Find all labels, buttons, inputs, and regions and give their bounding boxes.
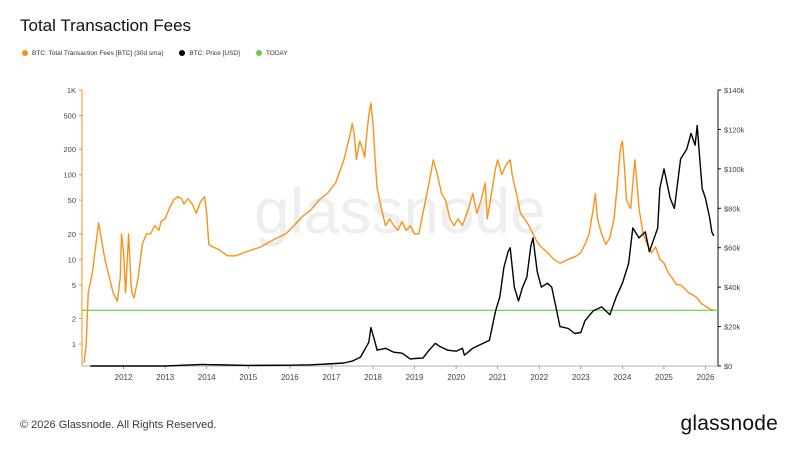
y-left-tick-label: 50 <box>68 196 76 205</box>
legend-label-price: BTC: Price [USD] <box>189 49 240 57</box>
y-left-tick-label: 200 <box>63 145 76 154</box>
glassnode-logo[interactable]: glassnode <box>680 412 778 435</box>
y-right-tick-label: $60k <box>724 244 741 253</box>
x-tick-label: 2012 <box>115 373 133 382</box>
chart-legend: BTC: Total Transaction Fees [BTC] (30d s… <box>22 47 288 59</box>
y-right-tick-label: $120k <box>724 125 745 134</box>
x-tick-label: 2014 <box>198 373 216 382</box>
y-left-tick-label: 10 <box>68 255 76 264</box>
legend-label-today: TODAY <box>265 49 288 57</box>
legend-dot-price <box>179 50 186 56</box>
x-tick-label: 2013 <box>156 373 174 382</box>
chart-title: Total Transaction Fees <box>20 16 192 35</box>
y-left-tick-label: 2 <box>72 315 76 324</box>
y-left-tick-label: 100 <box>63 171 76 180</box>
legend-label-fees: BTC: Total Transaction Fees [BTC] (30d s… <box>32 49 164 57</box>
y-right-tick-label: $40k <box>724 283 741 292</box>
x-tick-label: 2026 <box>697 373 715 382</box>
x-tick-label: 2022 <box>530 373 548 382</box>
y-left-tick-label: 1K <box>67 86 76 95</box>
legend-item-fees[interactable]: BTC: Total Transaction Fees [BTC] (30d s… <box>22 50 163 57</box>
y-right-tick-label: $80k <box>724 204 741 213</box>
x-tick-label: 2024 <box>613 373 631 382</box>
axes: 1 2 5 10 20 50 100 200 500 1K $0 $20k $40k $60k $80k $1… <box>63 86 744 382</box>
watermark: glassnode <box>254 175 546 247</box>
x-tick-label: 2025 <box>655 373 673 382</box>
x-tick-label: 2016 <box>281 373 299 382</box>
y-right-tick-label: $20k <box>724 323 741 332</box>
x-tick-label: 2018 <box>364 373 382 382</box>
series-group <box>82 102 718 367</box>
y-right-tick-label: $140k <box>724 86 745 95</box>
y-left-tick-label: 1 <box>72 340 76 349</box>
y-left-tick-label: 500 <box>63 111 76 120</box>
y-left-tick-label: 5 <box>72 281 76 290</box>
x-tick-label: 2019 <box>406 373 424 382</box>
series-line-price <box>90 124 715 367</box>
x-tick-label: 2017 <box>323 373 341 382</box>
legend-item-today[interactable]: TODAY <box>255 49 288 57</box>
x-tick-label: 2015 <box>239 373 257 382</box>
legend-dot-fees <box>22 50 28 56</box>
copyright-text: © 2026 Glassnode. All Rights Reserved. <box>20 419 217 431</box>
legend-dot-today <box>255 50 262 56</box>
series-line-fees <box>83 102 715 363</box>
chart-plot[interactable]: glassnode 1 2 5 10 20 50 100 200 500 1K $0 $20k $40k… <box>0 0 800 400</box>
x-tick-label: 2020 <box>447 373 465 382</box>
x-tick-label: 2023 <box>572 373 590 382</box>
x-tick-label: 2021 <box>489 373 507 382</box>
y-left-tick-label: 20 <box>68 230 76 239</box>
y-right-tick-label: $100k <box>724 165 745 174</box>
y-right-tick-label: $0 <box>724 362 732 371</box>
legend-item-price[interactable]: BTC: Price [USD] <box>179 50 240 57</box>
